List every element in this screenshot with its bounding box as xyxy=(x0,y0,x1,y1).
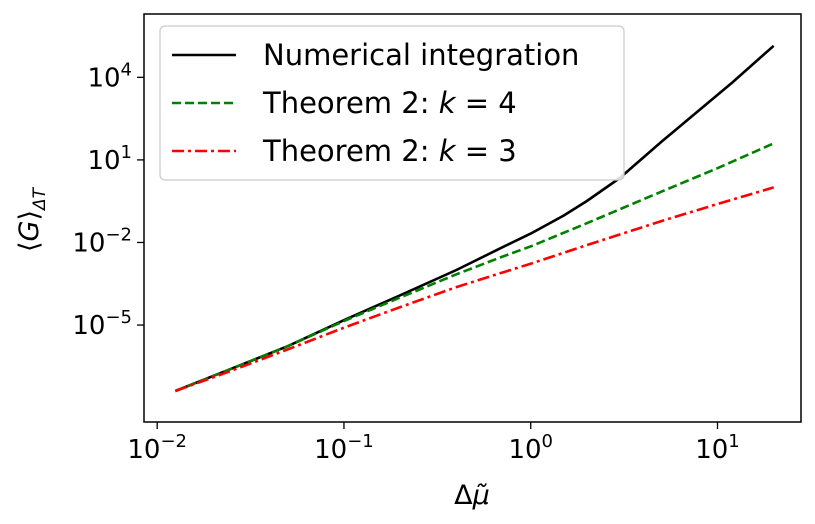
legend-label: Numerical integration xyxy=(263,38,579,72)
x-tick-label: 10−1 xyxy=(314,431,374,465)
y-axis-ticks: 10−5 10−2 101 104 xyxy=(72,59,144,341)
y-tick-label: 104 xyxy=(87,59,132,93)
x-tick-label: 101 xyxy=(695,431,740,465)
x-tick-label: 10−2 xyxy=(127,431,187,465)
y-tick-label: 101 xyxy=(87,142,132,176)
y-tick-label: 10−5 xyxy=(72,307,132,341)
legend: Numerical integration Theorem 2: k = 4 The… xyxy=(159,25,625,181)
x-axis-label: Δμ̃ xyxy=(454,480,490,511)
y-axis-label: ⟨G⟩ΔT xyxy=(14,186,50,252)
series-line-2 xyxy=(174,142,775,393)
series-line-1 xyxy=(174,44,775,393)
plot-frame xyxy=(143,13,802,423)
series-line-3 xyxy=(174,186,775,393)
y-tick-label: 10−2 xyxy=(72,224,132,258)
legend-label: Theorem 2: k = 3 xyxy=(262,134,517,168)
x-tick-label: 100 xyxy=(508,431,553,465)
legend-box xyxy=(159,25,625,181)
series-layer xyxy=(174,44,775,393)
legend-label: Theorem 2: k = 4 xyxy=(262,86,517,120)
x-axis-ticks: 10−2 10−1 100 101 xyxy=(127,422,740,465)
